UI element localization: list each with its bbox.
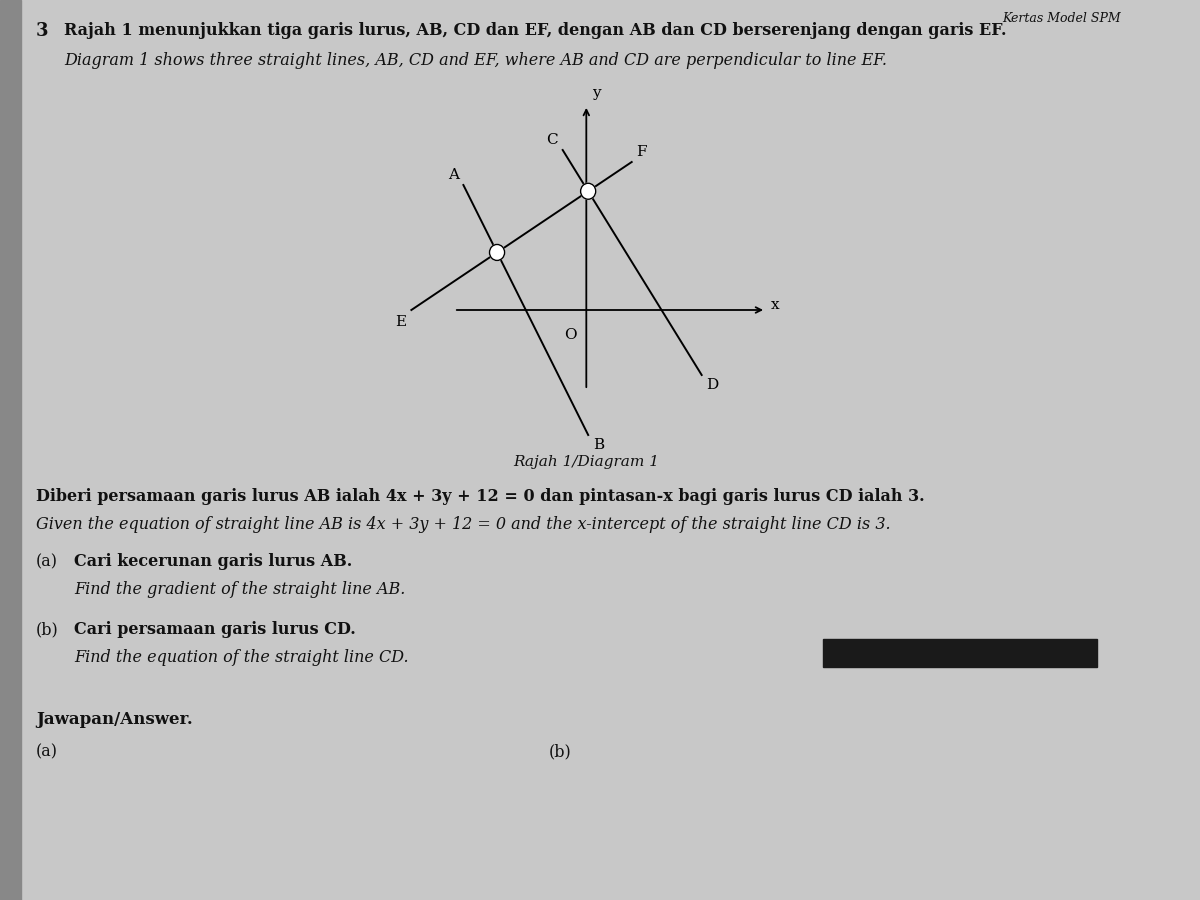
Text: A: A [448, 168, 458, 182]
Circle shape [581, 184, 595, 199]
Text: F: F [636, 145, 647, 159]
Text: Jawapan/Answer.: Jawapan/Answer. [36, 711, 193, 728]
Text: 3: 3 [36, 22, 48, 40]
Text: D: D [707, 378, 719, 392]
Text: x: x [770, 298, 779, 312]
Text: y: y [592, 86, 601, 100]
Bar [823, 639, 1097, 667]
Text: (b): (b) [36, 621, 59, 638]
Text: Cari persamaan garis lurus CD.: Cari persamaan garis lurus CD. [73, 621, 355, 638]
Text: O: O [564, 328, 577, 342]
Text: Kertas Model SPM: Kertas Model SPM [1002, 12, 1121, 25]
Text: Cari kecerunan garis lurus AB.: Cari kecerunan garis lurus AB. [73, 553, 352, 570]
Text: Rajah 1 menunjukkan tiga garis lurus, AB, CD dan EF, dengan AB dan CD berserenja: Rajah 1 menunjukkan tiga garis lurus, AB… [65, 22, 1007, 39]
Text: (a): (a) [36, 743, 58, 760]
Text: Find the equation of the straight line CD.: Find the equation of the straight line C… [73, 649, 408, 666]
Text: Rajah 1/Diagram 1: Rajah 1/Diagram 1 [514, 455, 659, 469]
Text: E: E [396, 315, 407, 329]
Bar [0, 0, 20, 900]
Text: Find the gradient of the straight line AB.: Find the gradient of the straight line A… [73, 581, 406, 598]
Circle shape [490, 245, 505, 260]
Text: (a): (a) [36, 553, 58, 570]
Text: Given the equation of straight line AB is 4x + 3y + 12 = 0 and the x-intercept o: Given the equation of straight line AB i… [36, 516, 890, 533]
Text: B: B [593, 438, 604, 452]
Text: Diberi persamaan garis lurus AB ialah 4x + 3y + 12 = 0 dan pintasan-x bagi garis: Diberi persamaan garis lurus AB ialah 4x… [36, 488, 924, 505]
Text: Diagram 1 shows three straight lines, AB, CD and EF, where AB and CD are perpend: Diagram 1 shows three straight lines, AB… [65, 52, 887, 69]
Text: C: C [546, 133, 558, 147]
Text: (b): (b) [548, 743, 571, 760]
